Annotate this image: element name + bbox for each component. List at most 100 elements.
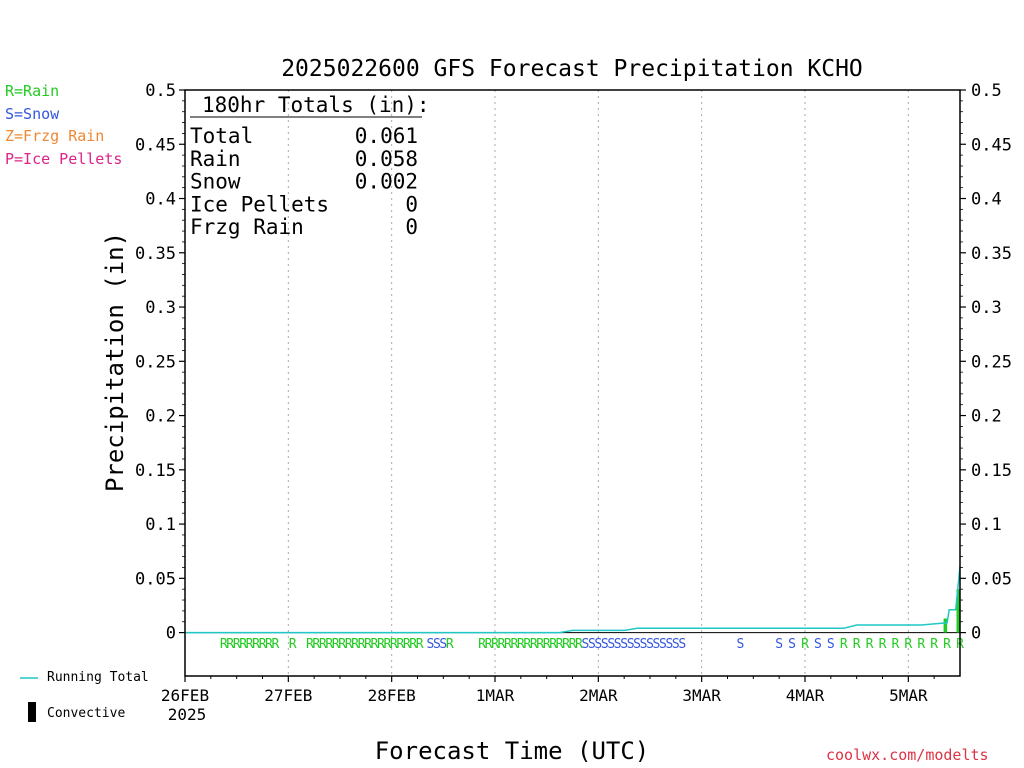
y-tick-label-left: 0.05 (135, 569, 176, 589)
precip-type-marker: R (306, 637, 314, 652)
totals-row-label: Snow (190, 170, 241, 194)
precip-type-marker: R (289, 637, 297, 652)
totals-row-label: Total (190, 124, 253, 148)
plot-frame (184, 89, 961, 677)
precip-type-marker: S (433, 637, 441, 652)
precip-type-marker: S (594, 637, 602, 652)
precip-type-marker: S (588, 637, 596, 652)
precip-type-legend-item: R=Rain (5, 82, 60, 100)
totals-row-value: 0.058 (355, 147, 418, 171)
y-tick-label-left: 0.4 (145, 190, 176, 210)
precip-type-marker: R (491, 637, 499, 652)
convective-legend-swatch (28, 702, 36, 722)
x-axis-label: Forecast Time (UTC) (375, 737, 650, 765)
precip-type-marker: R (390, 637, 398, 652)
precip-type-marker: R (332, 637, 340, 652)
precip-type-marker: R (556, 637, 564, 652)
precip-type-marker: R (338, 637, 346, 652)
y-axis-label: Precipitation (in) (101, 232, 129, 492)
precip-bars (943, 589, 960, 633)
precip-type-marker: R (536, 637, 544, 652)
precip-type-marker: S (775, 637, 783, 652)
precip-type-marker: R (549, 637, 557, 652)
precip-type-marker: S (646, 637, 654, 652)
y-tick-label-left: 0.25 (135, 352, 176, 372)
y-tick-label-left: 0.3 (145, 298, 176, 318)
running-total-line (185, 566, 961, 634)
precip-type-marker: R (446, 637, 454, 652)
y-tick-label-left: 0.15 (135, 461, 176, 481)
precip-bar (956, 589, 960, 633)
x-tick-label: 2MAR (579, 686, 618, 705)
precip-type-marker: S (653, 637, 661, 652)
precip-type-marker: R (233, 637, 241, 652)
x-tick-label: 28FEB (368, 686, 416, 705)
precip-type-marker: R (543, 637, 551, 652)
precip-type-marker: R (351, 637, 359, 652)
totals-row-label: Frzg Rain (190, 215, 304, 239)
precip-type-marker: R (853, 637, 861, 652)
x-tick-label: 1MAR (476, 686, 515, 705)
precip-type-marker: S (439, 637, 447, 652)
precip-type-marker: R (383, 637, 391, 652)
precip-type-marker: R (252, 637, 260, 652)
precip-type-marker: R (562, 637, 570, 652)
precip-type-marker: R (409, 637, 417, 652)
precip-type-marker: R (530, 637, 538, 652)
precip-type-marker: R (575, 637, 583, 652)
precip-type-marker: S (633, 637, 641, 652)
convective-legend-label: Convective (47, 706, 126, 721)
precip-type-marker: R (364, 637, 372, 652)
precip-type-marker: R (345, 637, 353, 652)
x-tick-label: 27FEB (264, 686, 312, 705)
x-tick-label: 3MAR (682, 686, 721, 705)
precip-type-marker: S (614, 637, 622, 652)
x-tick-label: 26FEB (161, 686, 209, 705)
precip-type-legend-item: S=Snow (5, 104, 60, 123)
precip-type-marker: S (678, 637, 686, 652)
y-tick-label-right: 0.45 (971, 135, 1012, 155)
precip-type-marker: R (246, 637, 254, 652)
precip-type-marker: R (523, 637, 531, 652)
totals-row-value: 0 (405, 215, 418, 239)
y-tick-label-left: 0.35 (135, 244, 176, 264)
precip-type-marker: R (358, 637, 366, 652)
y-tick-label-left: 0.2 (145, 407, 176, 427)
precip-type-marker: R (504, 637, 512, 652)
precip-type-marker: S (620, 637, 628, 652)
precip-type-marker: R (930, 637, 938, 652)
y-tick-label-right: 0.5 (971, 81, 1002, 101)
precip-type-marker: R (220, 637, 228, 652)
y-tick-label-left: 0 (166, 624, 176, 644)
precip-type-marker: S (737, 637, 745, 652)
y-tick-label-right: 0.2 (971, 407, 1002, 427)
x-tick-label: 4MAR (786, 686, 825, 705)
precip-type-marker: R (517, 637, 525, 652)
precip-type-marker: R (259, 637, 267, 652)
y-tick-label-left: 0.5 (145, 81, 176, 101)
precip-type-marker: S (672, 637, 680, 652)
grid-lines (287, 90, 909, 676)
precip-type-marker: S (814, 637, 822, 652)
precip-type-marker: S (659, 637, 667, 652)
precip-type-marker: R (416, 637, 424, 652)
precip-type-marker: S (827, 637, 835, 652)
precip-type-marker: R (265, 637, 273, 652)
totals-heading: 180hr Totals (in): (202, 93, 430, 117)
totals-row-label: Rain (190, 147, 241, 171)
watermark: coolwx.com/modelts (826, 746, 989, 764)
precip-type-marker: R (403, 637, 411, 652)
precip-type-marker: R (396, 637, 404, 652)
y-tick-label-right: 0.4 (971, 190, 1002, 210)
x-tick-label: 5MAR (889, 686, 928, 705)
precip-type-marker: R (371, 637, 379, 652)
precip-type-marker: R (325, 637, 333, 652)
totals-row-value: 0 (405, 192, 418, 216)
precip-type-marker: R (917, 637, 925, 652)
running-total-legend-label: Running Total (47, 670, 149, 685)
precip-type-marker: R (498, 637, 506, 652)
precip-bar (943, 618, 948, 633)
